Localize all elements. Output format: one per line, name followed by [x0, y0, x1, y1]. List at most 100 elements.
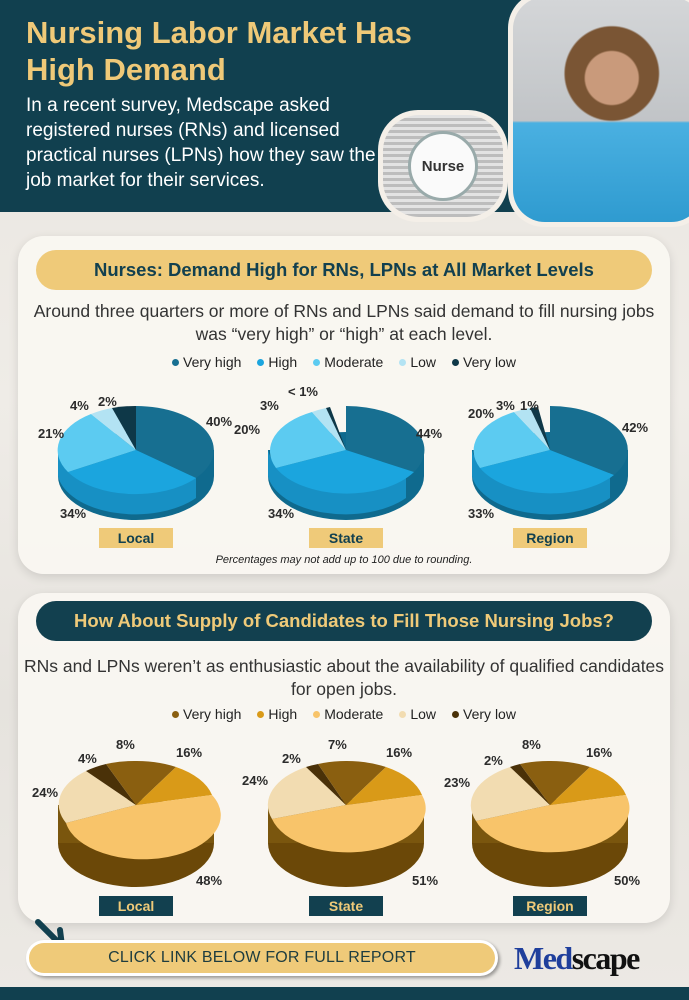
legend-item: High [257, 354, 297, 370]
supply-heading: How About Supply of Candidates to Fill T… [36, 601, 652, 641]
intro-text: In a recent survey, Medscape asked regis… [26, 95, 376, 191]
pie-label: 24% [32, 785, 59, 800]
legend-label: High [268, 706, 298, 722]
nurse-photo [513, 0, 689, 222]
pie-label: 42% [622, 420, 649, 435]
pie-chart-icon [267, 760, 426, 887]
pie-label: 2% [282, 751, 301, 766]
pie-label: 20% [234, 422, 261, 437]
pie-label: 16% [386, 745, 413, 760]
legend-item: Very high [172, 706, 241, 722]
pie-label: 40% [206, 414, 233, 429]
legend-dot-icon [452, 710, 460, 718]
category-label: State [309, 528, 383, 548]
legend-item: Very high [172, 354, 241, 370]
legend-label: Very low [463, 354, 516, 370]
pie-label: 2% [484, 753, 503, 768]
demand-pie-region: 42% 33% 20% 3% 1% Region [450, 376, 650, 566]
category-label: Region [513, 528, 587, 548]
pie-label: 51% [412, 873, 439, 888]
legend-dot-icon [172, 710, 180, 718]
pie-chart-icon [58, 760, 221, 887]
legend-dot-icon [257, 358, 265, 366]
category-label: Region [513, 896, 587, 916]
pie-chart-icon [268, 405, 425, 520]
demand-heading: Nurses: Demand High for RNs, LPNs at All… [36, 250, 652, 290]
legend-label: Very high [183, 354, 242, 370]
legend-label: Low [410, 706, 437, 722]
pie-label: 23% [444, 775, 471, 790]
newspaper-word: Nurse [408, 131, 478, 201]
page-title: Nursing Labor Market Has High Demand [26, 15, 412, 87]
pie-label: 24% [242, 773, 269, 788]
legend-item: Moderate [313, 706, 383, 722]
newspaper-photo: Nurse [378, 110, 508, 222]
full-report-label: CLICK LINK BELOW FOR FULL REPORT [29, 943, 495, 973]
legend-dot-icon [399, 358, 407, 366]
pie-label: 34% [60, 506, 87, 521]
rounding-footnote: Percentages may not add up to 100 due to… [215, 554, 473, 566]
pie-label: 20% [468, 406, 495, 421]
pie-label: 2% [98, 394, 117, 409]
pie-label: < 1% [288, 384, 318, 399]
supply-legend: Very high High Moderate Low Very low [18, 706, 670, 722]
legend-dot-icon [399, 710, 407, 718]
category-label: State [309, 896, 383, 916]
pie-chart-icon [472, 406, 628, 520]
pie-label: 4% [70, 398, 89, 413]
demand-panel: Nurses: Demand High for RNs, LPNs at All… [18, 236, 670, 574]
demand-pie-state: 44% 34% 20% 3% < 1% State [234, 376, 446, 566]
full-report-button[interactable]: CLICK LINK BELOW FOR FULL REPORT [26, 940, 498, 976]
legend-item: Low [399, 706, 436, 722]
legend-dot-icon [172, 358, 180, 366]
legend-dot-icon [313, 358, 321, 366]
legend-item: Very low [452, 354, 516, 370]
supply-pie-local: 16% 8% 48% 24% 4% Local [32, 733, 236, 923]
legend-item: Moderate [313, 354, 383, 370]
pie-label: 3% [260, 398, 279, 413]
pie-label: 21% [38, 426, 65, 441]
pie-label: 3% [496, 398, 515, 413]
pie-label: 48% [196, 873, 223, 888]
pie-label: 50% [614, 873, 641, 888]
nurse-photo-frame [508, 0, 689, 227]
pie-label: 8% [116, 737, 135, 752]
category-label: Local [99, 528, 173, 548]
logo-med: Med [514, 940, 573, 976]
demand-legend: Very high High Moderate Low Very low [18, 354, 670, 370]
pie-label: 4% [78, 751, 97, 766]
pie-label: 7% [328, 737, 347, 752]
header-banner: Nursing Labor Market Has High Demand In … [0, 0, 689, 227]
legend-dot-icon [452, 358, 460, 366]
pie-chart-icon [470, 760, 630, 887]
category-label: Local [99, 896, 173, 916]
pie-label: 8% [522, 737, 541, 752]
pie-label: 44% [416, 426, 443, 441]
medscape-logo: Medscape [514, 940, 641, 977]
logo-scape: scape [571, 940, 641, 976]
pie-label: 33% [468, 506, 495, 521]
legend-label: High [268, 354, 298, 370]
legend-label: Very high [183, 706, 242, 722]
pie-label: 16% [176, 745, 203, 760]
legend-item: High [257, 706, 297, 722]
supply-panel: How About Supply of Candidates to Fill T… [18, 593, 670, 923]
legend-dot-icon [313, 710, 321, 718]
supply-pie-state: 16% 7% 51% 24% 2% State [242, 733, 446, 923]
demand-subtitle: Around three quarters or more of RNs and… [33, 301, 655, 344]
pie-label: 16% [586, 745, 613, 760]
legend-label: Moderate [324, 354, 384, 370]
legend-label: Moderate [324, 706, 384, 722]
footer-bar [0, 987, 689, 1000]
pie-chart-icon [57, 405, 214, 520]
legend-item: Very low [452, 706, 516, 722]
pie-label: 34% [268, 506, 295, 521]
legend-item: Low [399, 354, 436, 370]
pie-label: 1% [520, 398, 539, 413]
supply-subtitle: RNs and LPNs weren’t as enthusiastic abo… [23, 656, 665, 699]
supply-pie-region: 16% 8% 50% 23% 2% Region [444, 733, 650, 923]
demand-pie-local: 40% 34% 21% 4% 2% Local [36, 376, 236, 566]
legend-label: Low [410, 354, 437, 370]
legend-label: Very low [463, 706, 516, 722]
legend-dot-icon [257, 710, 265, 718]
